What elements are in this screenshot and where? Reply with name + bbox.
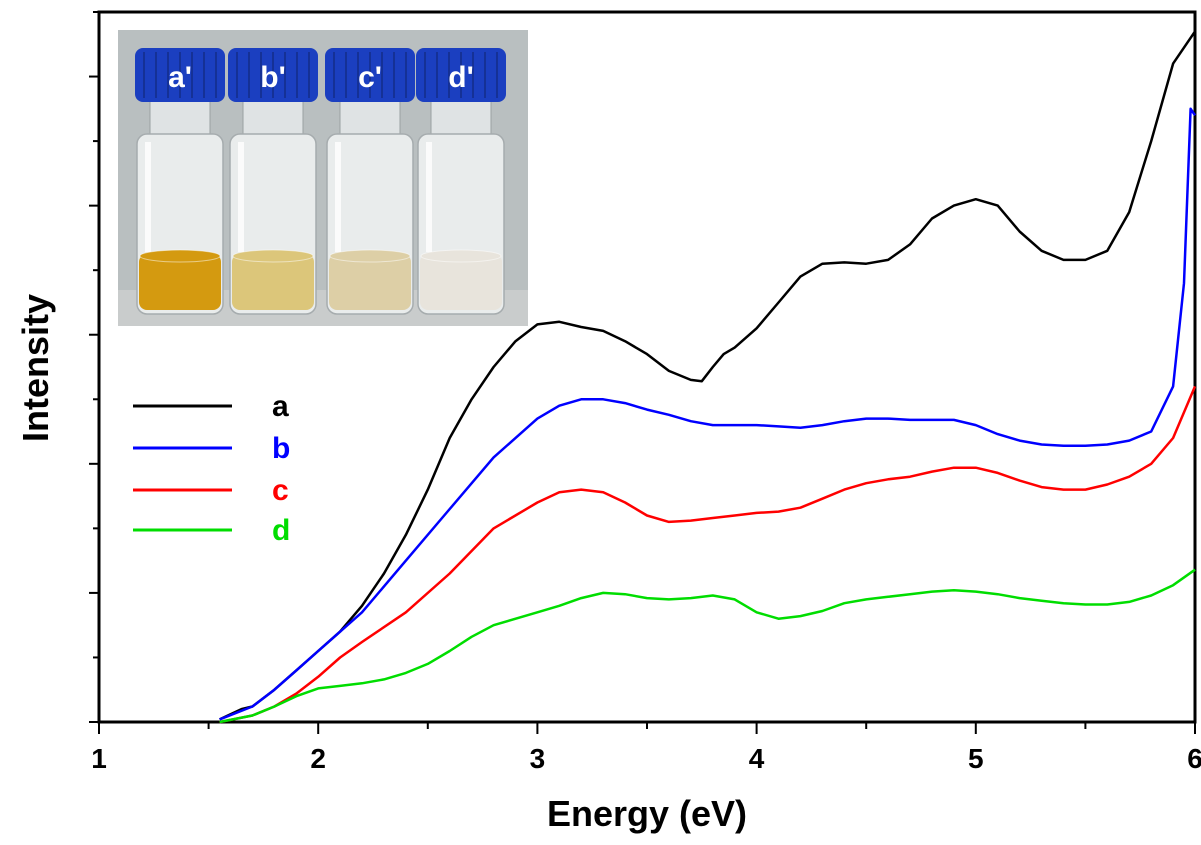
vial-label: c' xyxy=(358,61,382,94)
axes-layer: 1 2 3 4 5 6 xyxy=(89,10,1201,774)
vial: a' xyxy=(135,48,225,315)
vial: c' xyxy=(325,48,415,315)
x-tick-label: 5 xyxy=(968,743,984,774)
x-axis-title: Energy (eV) xyxy=(547,793,747,834)
vial-liquid xyxy=(329,254,411,310)
liquid-meniscus xyxy=(329,249,411,263)
vial-highlight xyxy=(238,142,244,252)
series-line-b xyxy=(219,107,1197,721)
x-tick-label: 4 xyxy=(749,743,765,774)
legend-label-b: b xyxy=(272,432,290,465)
vial-liquid xyxy=(139,254,221,310)
vial-highlight xyxy=(145,142,151,252)
x-tick-label: 3 xyxy=(530,743,546,774)
vial-label: b' xyxy=(260,61,285,94)
vial: d' xyxy=(416,48,506,315)
legend-label-c: c xyxy=(272,474,289,507)
liquid-meniscus xyxy=(420,249,502,263)
liquid-meniscus xyxy=(232,249,314,263)
series-layer xyxy=(219,30,1197,724)
vial-highlight xyxy=(426,142,432,252)
vial-label: d' xyxy=(448,61,473,94)
liquid-meniscus xyxy=(139,249,221,263)
legend-label-a: a xyxy=(272,390,289,423)
vial-liquid xyxy=(420,254,502,310)
x-tick-label: 2 xyxy=(310,743,326,774)
series-line-c xyxy=(219,385,1197,724)
legend-label-d: d xyxy=(272,514,290,547)
vial-highlight xyxy=(335,142,341,252)
vial-liquid xyxy=(232,254,314,310)
vial: b' xyxy=(228,48,318,315)
series-line-d xyxy=(219,568,1196,724)
y-axis-title: Intensity xyxy=(15,294,56,442)
x-tick-label: 1 xyxy=(91,743,107,774)
x-tick-label: 6 xyxy=(1187,743,1201,774)
series-line-a xyxy=(219,30,1197,721)
vial-label: a' xyxy=(168,61,192,94)
inset-photo: a' b' c' d' xyxy=(118,30,528,326)
